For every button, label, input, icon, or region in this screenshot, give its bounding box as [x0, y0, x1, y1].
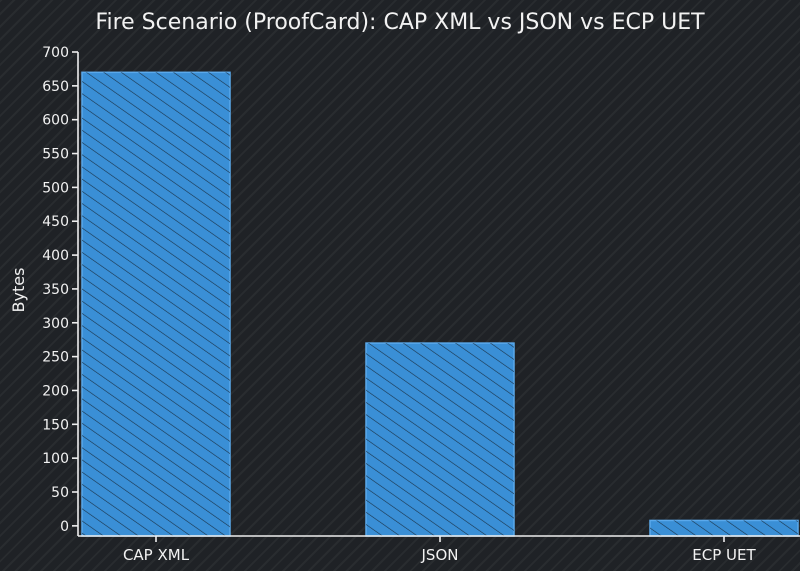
y-tick-label: 150	[42, 417, 69, 433]
y-tick-label: 400	[42, 248, 69, 264]
y-axis-label: Bytes	[9, 268, 28, 313]
y-tick-label: 450	[42, 214, 69, 230]
y-tick-label: 200	[42, 383, 69, 399]
y-tick-label: 650	[42, 79, 69, 95]
bar-hatching	[650, 520, 798, 536]
y-tick-label: 550	[42, 147, 69, 163]
y-tick-label: 100	[42, 451, 69, 467]
x-tick-label: ECP UET	[692, 546, 756, 564]
bar-hatching	[366, 343, 514, 536]
x-axis-ticks: CAP XML JSON ECP UET	[123, 536, 757, 564]
y-axis-ticks: 0 50 100 150 200 250 300 350 400 450 500 550 600 650 7…	[42, 45, 78, 535]
y-tick-label: 50	[51, 485, 69, 501]
bar-hatching	[82, 72, 230, 537]
y-tick-label: 700	[42, 45, 69, 61]
y-tick-label: 300	[42, 316, 69, 332]
x-tick-label: JSON	[421, 546, 459, 564]
y-tick-label: 500	[42, 180, 69, 196]
y-tick-label: 0	[60, 519, 69, 535]
chart-title: Fire Scenario (ProofCard): CAP XML vs JS…	[95, 10, 705, 35]
x-tick-label: CAP XML	[123, 546, 190, 564]
bars	[81, 71, 799, 537]
y-tick-label: 250	[42, 350, 69, 366]
y-tick-label: 600	[42, 113, 69, 129]
y-tick-label: 350	[42, 282, 69, 298]
